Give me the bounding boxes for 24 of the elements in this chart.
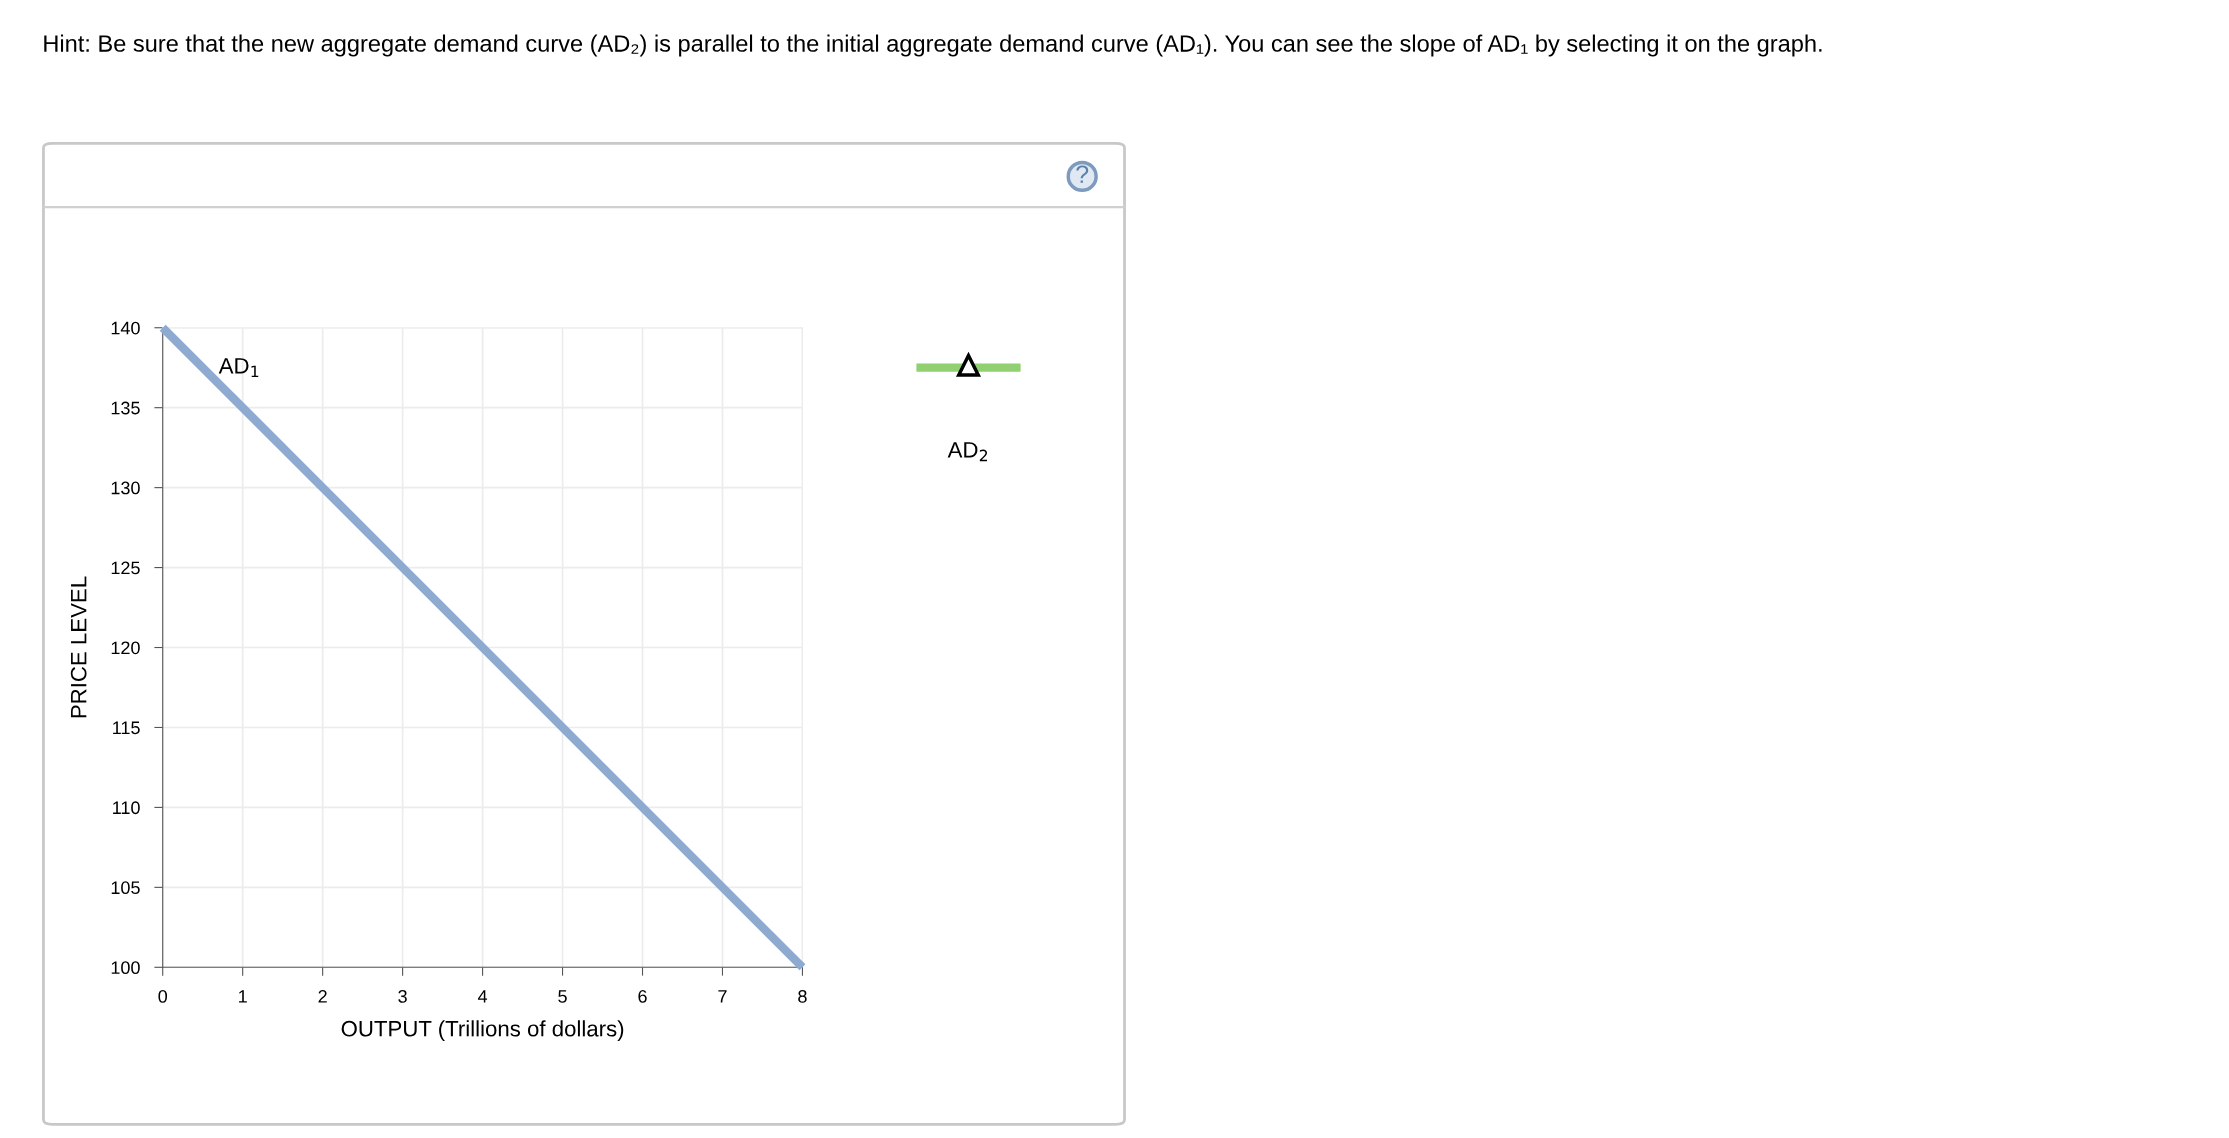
y-tick-label: 130	[111, 481, 140, 495]
x-tick-label: 5	[558, 990, 567, 1003]
x-tick-label: 2	[318, 990, 327, 1003]
x-tick-label: 3	[398, 990, 407, 1003]
y-tick-label: 110	[113, 801, 140, 815]
y-tick-label: 140	[111, 321, 140, 335]
y-tick-label: 100	[111, 961, 140, 975]
x-tick-label: 0	[158, 990, 168, 1003]
text: ?	[1076, 165, 1089, 183]
y-tick-label: 105	[111, 881, 140, 895]
x-tick-label: 8	[798, 990, 807, 1003]
y-tick-label: 120	[111, 641, 140, 655]
series-label: AD$_{1}$	[218, 358, 259, 378]
y-tick-label: 115	[113, 721, 140, 735]
x-tick-label: 4	[477, 990, 488, 1003]
y-tick-label: 125	[111, 561, 140, 575]
text: Hint: Be sure that the new aggregate demand curve (AD₂) is parallel to the initial aggregate demand curve (AD₁). You can see the slope of AD₁ by selecting it on the graph.	[44, 34, 1822, 57]
x-axis-title: OUTPUT (Trillions of dollars)	[341, 1020, 624, 1041]
x-tick-label: 6	[638, 990, 647, 1003]
y-axis-title: PRICE LEVEL	[70, 576, 87, 718]
x-tick-label: 7	[718, 990, 727, 1003]
y-tick-label: 135	[111, 401, 140, 415]
text: AD$_{2}$	[947, 442, 988, 462]
x-tick-label: 1	[239, 990, 247, 1003]
